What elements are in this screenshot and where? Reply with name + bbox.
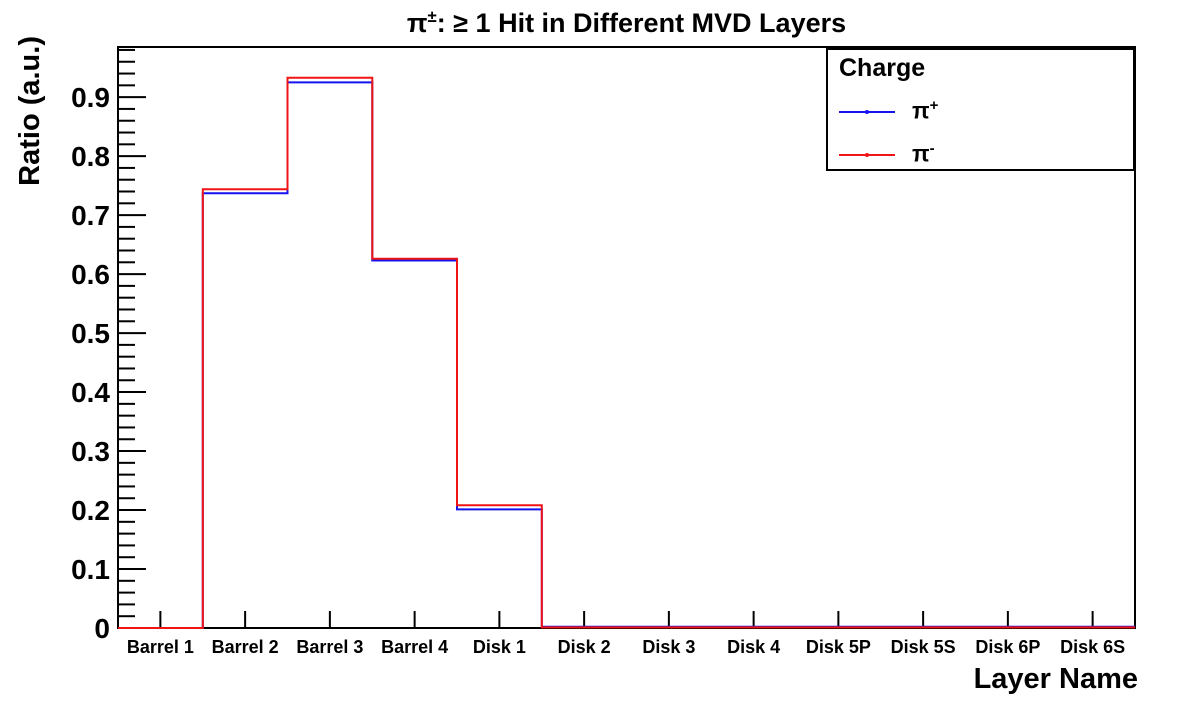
x-category-label: Disk 4 [727, 637, 780, 657]
x-category-label: Barrel 2 [212, 637, 279, 657]
legend-entry-pi-plus: π+ [828, 97, 1133, 127]
y-tick-label: 0.5 [71, 318, 110, 349]
legend-entry-label: π- [912, 140, 935, 167]
plot-title: π±: ≥ 1 Hit in Different MVD Layers [118, 7, 1135, 39]
legend-marker-dot-icon [865, 110, 869, 114]
y-tick-label: 0.6 [71, 259, 110, 290]
x-category-label: Barrel 1 [127, 637, 194, 657]
plot-title-base: π [406, 8, 428, 38]
y-tick-label: 0.9 [71, 82, 110, 113]
plot-title-rest: : ≥ 1 Hit in Different MVD Layers [436, 8, 847, 38]
legend-line-sample-pi-plus [839, 110, 895, 114]
y-axis-title: Ratio (a.u.) [14, 36, 46, 186]
x-category-label: Disk 1 [473, 637, 526, 657]
x-category-label: Barrel 4 [381, 637, 448, 657]
x-category-label: Disk 5P [806, 637, 871, 657]
y-tick-label: 0.1 [71, 554, 110, 585]
x-category-label: Disk 5S [891, 637, 956, 657]
y-tick-label: 0.7 [71, 200, 110, 231]
x-category-label: Disk 6S [1060, 637, 1125, 657]
series-pi-minus-line [118, 76, 1135, 629]
y-tick-label: 0.4 [71, 377, 110, 408]
legend-marker-dot-icon [865, 153, 869, 157]
y-tick-label: 0.8 [71, 141, 110, 172]
x-category-label: Disk 6P [975, 637, 1040, 657]
x-category-label: Barrel 3 [296, 637, 363, 657]
legend-title: Charge [839, 54, 926, 82]
plot-title-sup: ± [427, 7, 437, 26]
x-axis-title: Layer Name [973, 663, 1138, 695]
legend-entry-pi-minus: π- [828, 140, 1133, 170]
y-tick-label: 0.3 [71, 436, 110, 467]
legend-entry-label: π+ [912, 97, 939, 124]
x-category-label: Disk 2 [558, 637, 611, 657]
y-tick-label: 0.2 [71, 495, 110, 526]
x-category-label: Disk 3 [642, 637, 695, 657]
legend-line-sample-pi-minus [839, 153, 895, 157]
y-tick-label: 0 [94, 613, 110, 644]
legend: Charge π+ π- [826, 48, 1135, 171]
